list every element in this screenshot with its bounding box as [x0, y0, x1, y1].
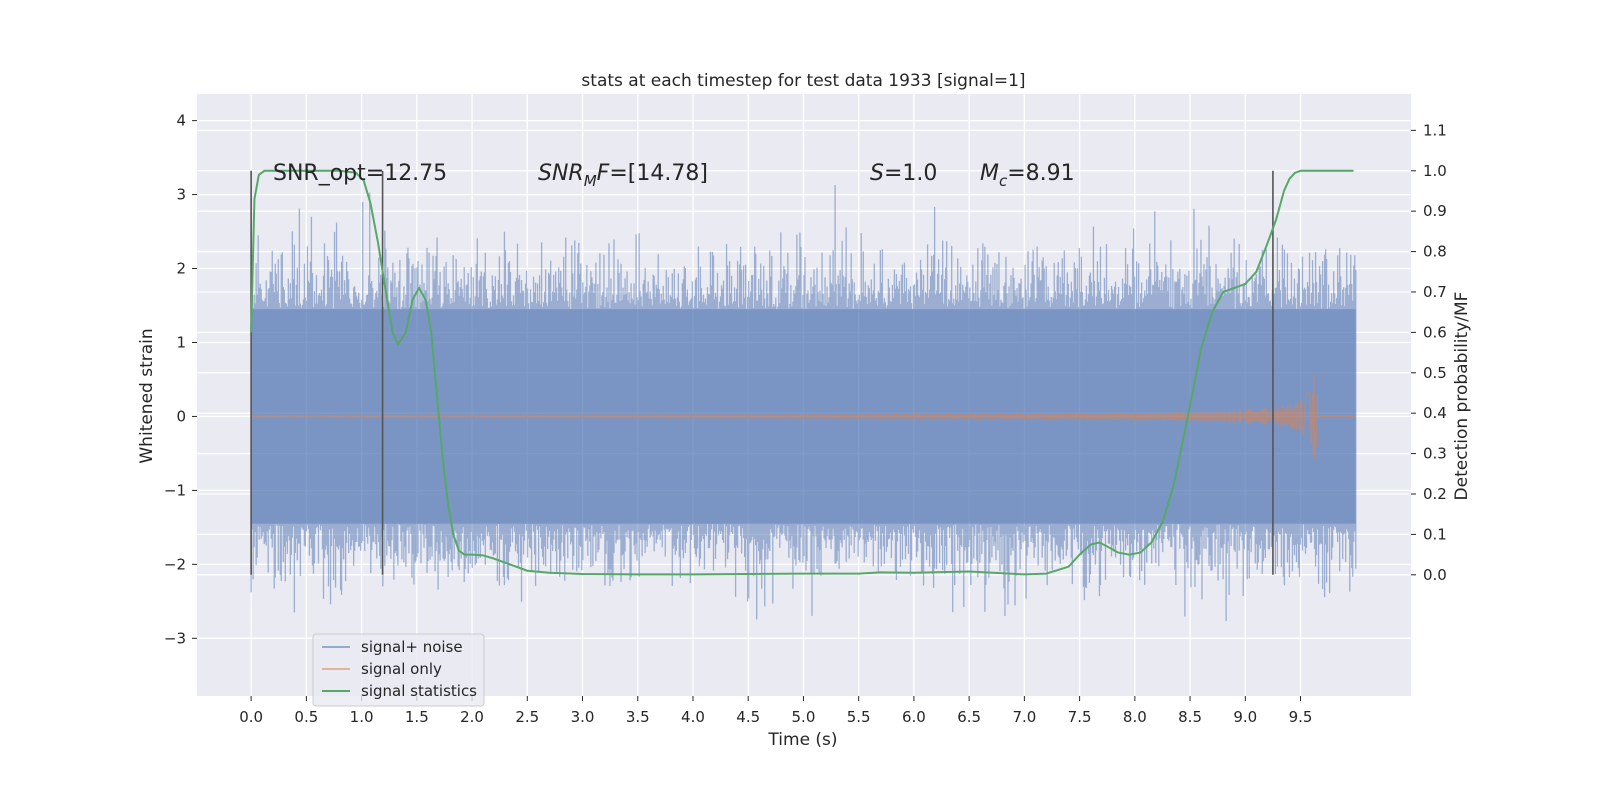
vertical-markers	[250, 170, 1274, 575]
x-tick-label: 4.5	[736, 708, 760, 726]
y-left-tick-label: 0	[176, 407, 186, 425]
y-right-tick-label: 0.6	[1423, 323, 1447, 341]
y-right-tick-label: 0.8	[1423, 243, 1447, 261]
annotation-snr-mf: SNRMF=[14.78]	[538, 161, 708, 190]
chart-title: stats at each timestep for test data 193…	[581, 71, 1025, 91]
legend-label-signal-noise: signal+ noise	[361, 638, 463, 656]
y-right-tick-label: 0.9	[1423, 202, 1447, 220]
left-y-axis-ticks: −3 −2 −1 0 1 2 3 4	[164, 112, 197, 647]
x-tick-label: 1.0	[350, 708, 374, 726]
y-right-tick-label: 0.4	[1423, 404, 1447, 422]
x-tick-label: 9.5	[1289, 708, 1313, 726]
legend-box	[312, 633, 485, 707]
y-right-tick-label: 0.7	[1423, 283, 1447, 301]
annotation-s: S=1.0	[870, 161, 937, 186]
legend-label-signal-statistics: signal statistics	[361, 682, 477, 700]
right-y-axis-ticks: 0.0 0.1 0.2 0.3 0.4 0.5 0.6 0.7 0.8 0.9 1.0 1.1	[1411, 121, 1447, 584]
y-right-tick-label: 0.3	[1423, 445, 1447, 463]
legend: signal+ noise signal only signal statist…	[312, 633, 485, 707]
x-axis-ticks: 0.0 0.5 1.0 1.5 2.0 2.5 3.0 3.5 4.0 4.5 5.0 5.5 6.0 6…	[239, 696, 1312, 726]
signal-only-series	[250, 373, 1356, 460]
x-tick-label: 3.5	[626, 708, 650, 726]
annotation-mc-value: =8.91	[1007, 161, 1074, 186]
x-tick-label: 0.5	[294, 708, 318, 726]
annotation-snr-mf-value: =[14.78]	[609, 161, 708, 186]
y-right-tick-label: 0.5	[1423, 364, 1447, 382]
left-y-axis-label: Whitened strain	[137, 328, 157, 463]
x-tick-label: 6.5	[957, 708, 981, 726]
y-right-tick-label: 0.0	[1423, 566, 1447, 584]
annotation-mc: Mc=8.91	[980, 161, 1075, 190]
annotation-mc-sub: c	[999, 172, 1008, 190]
x-axis-label: Time (s)	[767, 730, 837, 750]
y-left-tick-label: −3	[164, 629, 186, 647]
y-right-tick-label: 1.0	[1423, 162, 1447, 180]
y-right-tick-label: 0.2	[1423, 485, 1447, 503]
annotation-s-label: S	[870, 161, 884, 186]
signal-only-line	[250, 373, 1356, 460]
x-tick-label: 2.0	[460, 708, 484, 726]
x-tick-label: 0.0	[239, 708, 263, 726]
annotation-snr-mf-sub: M	[584, 172, 597, 190]
x-tick-label: 2.5	[515, 708, 539, 726]
annotation-s-value: =1.0	[884, 161, 937, 186]
y-left-tick-label: 3	[176, 186, 186, 204]
right-y-axis-label: Detection probability/MF	[1452, 292, 1472, 501]
x-tick-label: 9.0	[1233, 708, 1257, 726]
y-left-tick-label: 1	[176, 333, 186, 351]
signal-statistics-series	[250, 169, 1354, 576]
x-tick-label: 4.0	[681, 708, 705, 726]
x-tick-label: 7.0	[1012, 708, 1036, 726]
y-left-tick-label: 4	[176, 112, 186, 130]
y-left-tick-label: 2	[176, 260, 186, 278]
annotation-snr-mf-mid: F	[597, 161, 610, 186]
x-tick-label: 1.5	[405, 708, 429, 726]
annotation-snr-mf-base: SNR	[538, 161, 584, 186]
y-right-tick-label: 0.1	[1423, 525, 1447, 543]
x-tick-label: 8.5	[1178, 708, 1202, 726]
y-left-tick-label: −1	[164, 481, 186, 499]
y-right-tick-label: 1.1	[1423, 121, 1447, 139]
signal-statistics-line	[250, 169, 1354, 576]
y-left-tick-label: −2	[164, 555, 186, 573]
annotation-snr-opt: SNR_opt=12.75	[273, 161, 447, 186]
x-tick-label: 3.0	[571, 708, 595, 726]
x-tick-label: 8.0	[1123, 708, 1147, 726]
legend-label-signal-only: signal only	[361, 660, 442, 678]
x-tick-label: 7.5	[1068, 708, 1092, 726]
x-tick-label: 5.0	[792, 708, 816, 726]
x-tick-label: 6.0	[902, 708, 926, 726]
annotation-mc-base: M	[980, 161, 999, 186]
x-tick-label: 5.5	[847, 708, 871, 726]
